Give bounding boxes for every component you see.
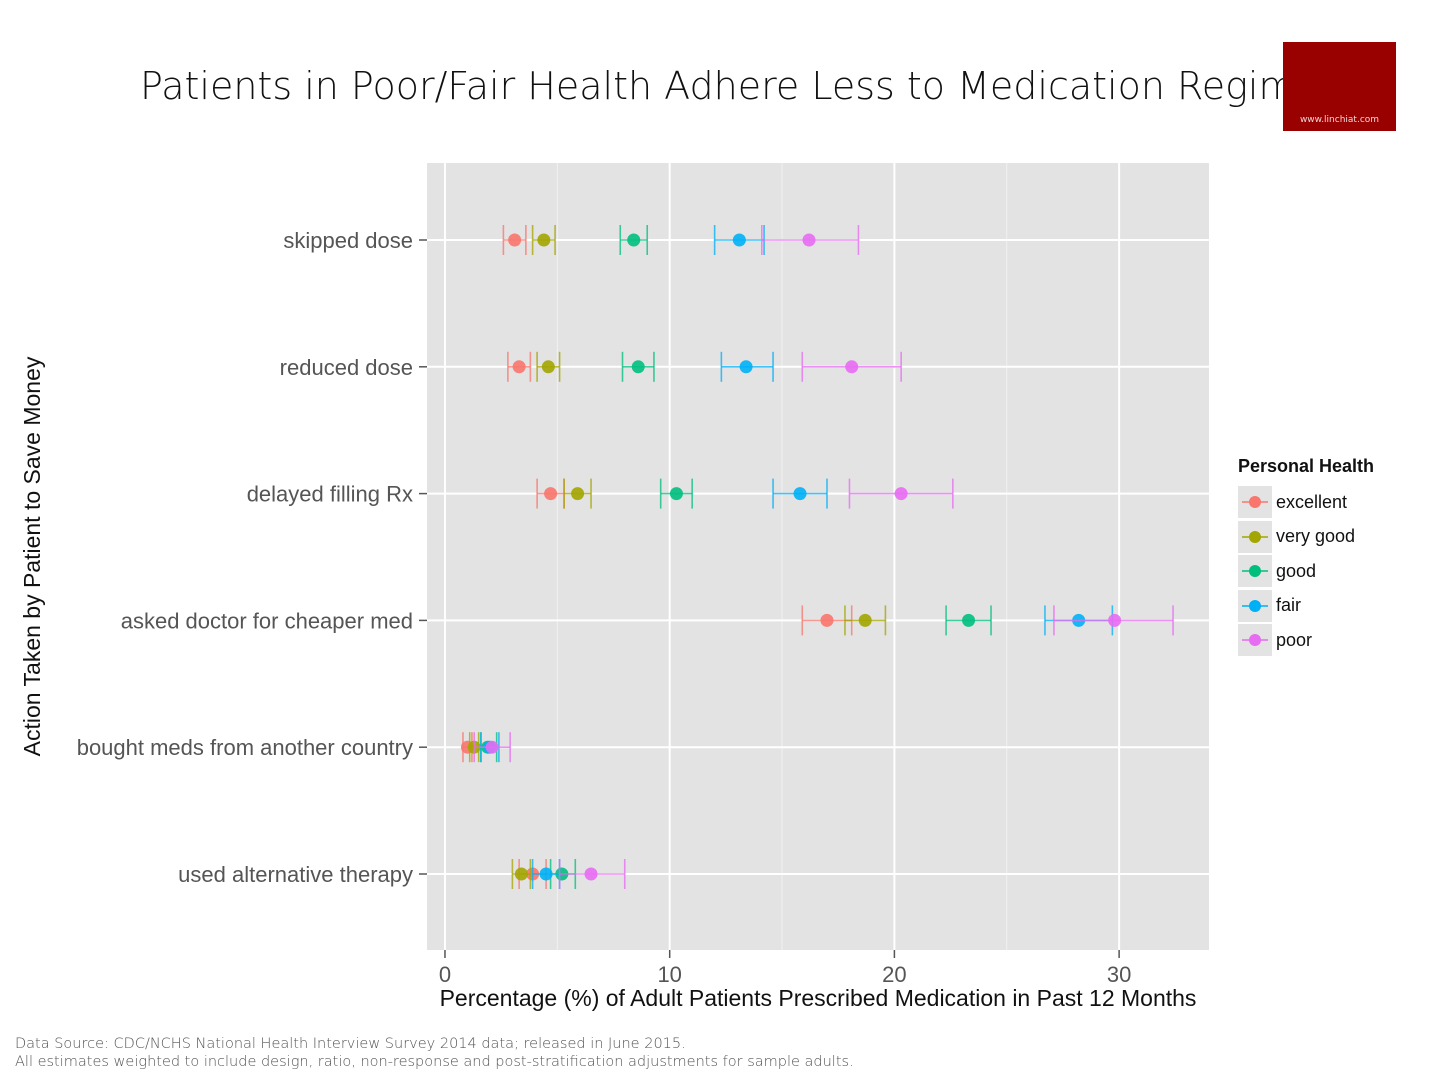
legend-label: very good	[1276, 526, 1356, 547]
point-fair	[732, 233, 746, 247]
legend-key	[1238, 624, 1272, 657]
point-poor	[845, 360, 859, 374]
legend-label: poor	[1276, 629, 1313, 650]
point-poor	[485, 740, 499, 754]
point-good	[631, 360, 645, 374]
point-good	[627, 233, 641, 247]
y-tick-label: asked doctor for cheaper med	[121, 608, 413, 633]
legend-key	[1238, 555, 1272, 588]
x-tick-label: 10	[657, 962, 681, 987]
point-poor	[894, 487, 908, 501]
logo-badge[interactable]: www.linchiat.com	[1283, 42, 1396, 131]
point-very-good	[514, 867, 528, 881]
legend-label: good	[1276, 560, 1317, 581]
point-excellent	[544, 487, 558, 501]
legend-key	[1238, 520, 1272, 553]
legend-item-very-good: very good	[1238, 520, 1428, 555]
legend-key-dot	[1249, 634, 1261, 647]
legend-key	[1238, 589, 1272, 622]
point-excellent	[508, 233, 522, 247]
legend-label: fair	[1276, 595, 1302, 616]
y-tick-label: used alternative therapy	[178, 862, 413, 887]
point-very-good	[541, 360, 555, 374]
point-very-good	[537, 233, 551, 247]
logo-url: www.linchiat.com	[1299, 115, 1380, 125]
y-tick-label: delayed filling Rx	[247, 482, 413, 507]
y-tick-label: skipped dose	[283, 228, 413, 253]
x-axis-title: Percentage (%) of Adult Patients Prescri…	[440, 985, 1197, 1011]
legend-key	[1238, 486, 1272, 519]
chart-title: Patients in Poor/Fair Health Adhere Less…	[140, 64, 1343, 108]
legend-item-excellent: excellent	[1238, 485, 1428, 520]
footnote: Data Source: CDC/NCHS National Health In…	[15, 1035, 854, 1071]
legend-key-dot	[1249, 599, 1261, 612]
footnote-line-1: Data Source: CDC/NCHS National Health In…	[15, 1036, 686, 1052]
point-excellent	[512, 360, 526, 374]
legend-title: Personal Health	[1238, 456, 1375, 476]
legend-key-dot	[1249, 496, 1261, 509]
point-fair	[739, 360, 753, 374]
legend-key-dot	[1249, 530, 1261, 543]
legend: Personal Health excellent very good good fa…	[1238, 456, 1428, 658]
y-axis-title: Action Taken by Patient to Save Money	[19, 356, 45, 756]
point-poor	[1108, 613, 1122, 627]
legend-items: excellent very good good fair poor	[1238, 485, 1428, 658]
legend-item-fair: fair	[1238, 589, 1428, 624]
x-tick-label: 30	[1107, 962, 1131, 987]
point-good	[669, 487, 683, 501]
point-excellent	[820, 613, 834, 627]
legend-item-poor: poor	[1238, 623, 1428, 658]
y-tick-label: reduced dose	[280, 355, 413, 380]
x-tick-label: 0	[439, 962, 451, 987]
y-tick-label: bought meds from another country	[77, 735, 413, 760]
legend-item-good: good	[1238, 554, 1428, 589]
point-fair	[793, 487, 807, 501]
legend-key-dot	[1249, 565, 1261, 578]
x-tick-label: 20	[882, 962, 906, 987]
point-poor	[584, 867, 598, 881]
footnote-line-2: All estimates weighted to include design…	[15, 1054, 854, 1070]
point-poor	[802, 233, 816, 247]
point-very-good	[571, 487, 585, 501]
plot-panel	[427, 163, 1209, 950]
point-good	[962, 613, 976, 627]
point-fair	[539, 867, 553, 881]
point-very-good	[858, 613, 872, 627]
legend-label: excellent	[1276, 491, 1348, 512]
